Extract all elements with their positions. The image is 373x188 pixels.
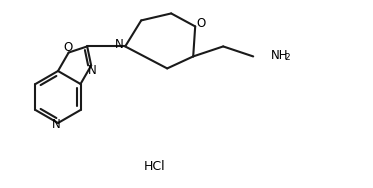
Text: O: O — [197, 17, 206, 30]
Text: NH: NH — [271, 49, 289, 62]
Text: O: O — [63, 41, 72, 54]
Text: N: N — [51, 118, 60, 130]
Text: N: N — [115, 38, 123, 51]
Text: HCl: HCl — [144, 159, 166, 173]
Text: 2: 2 — [285, 53, 290, 62]
Text: N: N — [88, 64, 97, 77]
